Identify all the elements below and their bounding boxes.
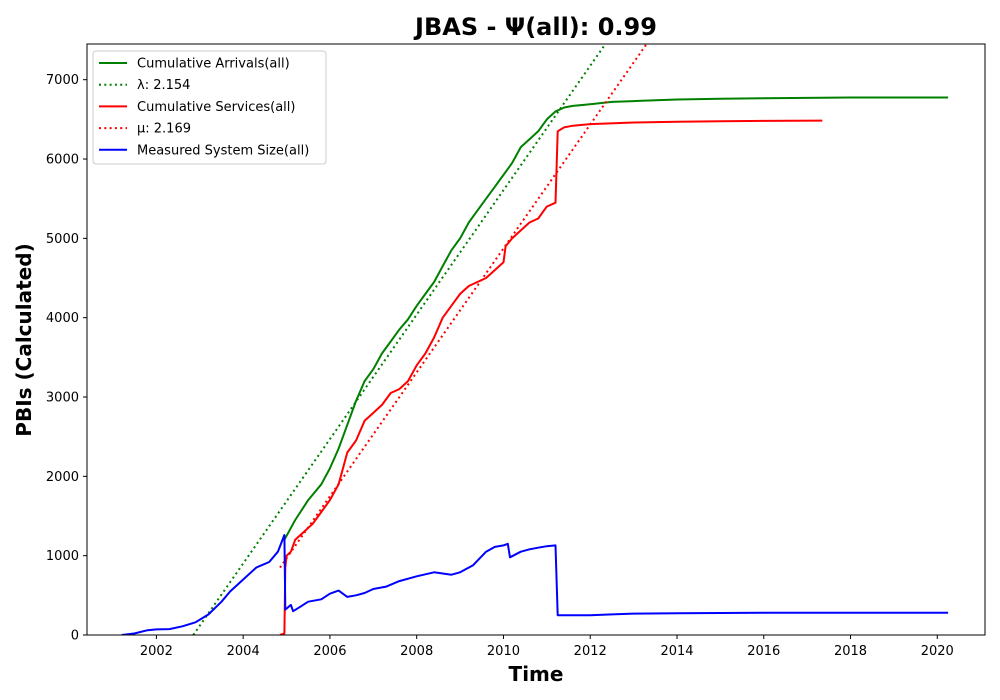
plot-frame (86, 43, 986, 636)
y-tick-label: 5000 (46, 232, 79, 247)
x-tick-label: 2018 (834, 644, 867, 659)
y-tick-label: 6000 (46, 153, 79, 168)
y-tick-label: 2000 (46, 470, 79, 485)
x-tick-label: 2012 (574, 644, 607, 659)
series-line-4 (121, 534, 949, 635)
y-tick-label: 3000 (46, 391, 79, 406)
y-axis-label: PBIs (Calculated) (12, 243, 36, 436)
legend-label-3: μ: 2.169 (137, 122, 191, 137)
legend: Cumulative Arrivals(all) λ: 2.154 Cumulati… (92, 50, 327, 165)
series-layer (121, 44, 949, 635)
x-tick-label: 2010 (487, 644, 520, 659)
series-line-2 (279, 119, 823, 635)
y-tick-label: 0 (71, 629, 79, 644)
y-axis: 0 1000 2000 3000 4000 5000 6000 7000 (46, 73, 87, 644)
chart-title: JBAS - Ψ(all): 0.99 (413, 13, 657, 41)
series-line-1 (192, 44, 607, 635)
series-line-3 (279, 44, 648, 569)
x-tick-label: 2004 (227, 644, 260, 659)
x-axis: 2002 2004 2006 2008 2010 2012 2014 2016 2018 2020 (140, 635, 954, 659)
x-tick-label: 2002 (140, 644, 173, 659)
legend-label-1: λ: 2.154 (137, 78, 190, 93)
y-tick-label: 7000 (46, 73, 79, 88)
legend-label-0: Cumulative Arrivals(all) (137, 57, 290, 72)
x-tick-label: 2016 (747, 644, 780, 659)
x-tick-label: 2014 (660, 644, 693, 659)
x-tick-label: 2020 (921, 644, 954, 659)
x-tick-label: 2006 (313, 644, 346, 659)
y-tick-label: 1000 (46, 549, 79, 564)
x-tick-label: 2008 (400, 644, 433, 659)
legend-box (92, 50, 327, 165)
legend-label-2: Cumulative Services(all) (137, 100, 295, 115)
x-axis-label: Time (509, 662, 564, 686)
legend-label-4: Measured System Size(all) (137, 143, 309, 158)
y-tick-label: 4000 (46, 311, 79, 326)
series-line-0 (283, 96, 949, 541)
